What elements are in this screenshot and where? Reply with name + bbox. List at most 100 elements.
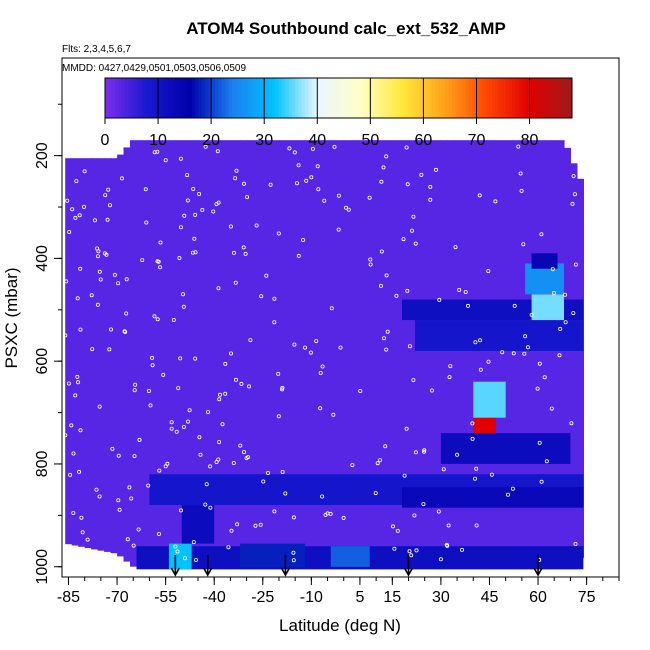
- heatmap-column: [298, 140, 306, 570]
- sample-marker: [150, 355, 155, 360]
- sample-marker: [185, 198, 190, 203]
- sample-marker: [66, 381, 71, 386]
- sample-marker: [223, 361, 228, 366]
- heatmap-column: [207, 140, 215, 570]
- colorbar-swatch: [115, 78, 119, 118]
- sample-marker: [116, 453, 121, 458]
- sample-marker: [104, 252, 109, 257]
- sample-marker: [447, 375, 452, 380]
- colorbar-swatch: [225, 78, 229, 118]
- sample-marker: [573, 262, 578, 267]
- colorbar-swatch: [251, 78, 256, 118]
- heatmap-column: [220, 140, 228, 570]
- x-tick-label: -70: [105, 589, 128, 606]
- sample-marker: [223, 391, 228, 396]
- sample-marker: [71, 510, 76, 515]
- colorbar-tick-label: 40: [308, 132, 326, 149]
- sample-marker: [214, 202, 219, 207]
- colorbar-swatch: [321, 78, 326, 118]
- sample-marker: [310, 146, 315, 151]
- sample-marker: [78, 327, 83, 332]
- sample-marker: [329, 306, 334, 311]
- sample-marker: [110, 446, 115, 451]
- sample-marker: [85, 537, 90, 542]
- x-tick-label: -25: [251, 589, 274, 606]
- sample-marker: [112, 272, 117, 277]
- sample-marker: [76, 380, 81, 385]
- sample-marker: [178, 156, 183, 161]
- colorbar-swatch: [161, 78, 166, 118]
- colorbar-swatch: [191, 78, 196, 118]
- sample-marker: [436, 509, 441, 514]
- colorbar-swatch: [218, 78, 223, 118]
- sample-marker: [489, 472, 494, 477]
- colorbar-swatch: [408, 78, 413, 118]
- colorbar-swatch: [188, 78, 193, 118]
- flight-arrow-head: [203, 567, 213, 577]
- sample-marker: [384, 154, 389, 159]
- sample-marker: [82, 169, 87, 174]
- colorbar-swatch: [458, 78, 463, 118]
- colorbar-tick-label: 20: [202, 132, 220, 149]
- sample-marker: [332, 144, 337, 149]
- sample-marker: [280, 469, 285, 474]
- sample-marker: [217, 397, 222, 402]
- heatmap-column: [505, 140, 513, 570]
- flight-arrow-head: [280, 567, 291, 577]
- x-tick-label: 75: [578, 589, 596, 606]
- sample-marker: [74, 179, 79, 184]
- heatmap-column: [123, 147, 131, 562]
- colorbar-swatch: [525, 78, 530, 118]
- sample-marker: [457, 287, 462, 292]
- sample-marker: [512, 303, 517, 308]
- colorbar-swatch: [248, 78, 253, 118]
- sample-marker: [341, 515, 346, 520]
- colorbar-swatch: [185, 78, 189, 118]
- heatmap-column: [518, 140, 526, 570]
- colorbar-swatch: [388, 78, 393, 118]
- colorbar-swatch: [511, 78, 516, 118]
- x-tick-label: 60: [529, 589, 547, 606]
- colorbar-swatch: [341, 78, 346, 118]
- colorbar-swatch: [241, 78, 246, 118]
- heatmap-column: [525, 140, 533, 570]
- sample-marker: [178, 356, 183, 361]
- sample-marker: [181, 424, 186, 429]
- colorbar-swatch: [271, 78, 276, 118]
- colorbar-swatch: [348, 78, 353, 118]
- sample-marker: [379, 249, 384, 254]
- colorbar-swatch: [541, 78, 546, 118]
- sample-marker: [302, 345, 307, 350]
- sample-marker: [146, 483, 151, 488]
- colorbar-swatch: [535, 78, 540, 118]
- colorbar-swatch: [128, 78, 133, 118]
- sample-marker: [254, 223, 259, 228]
- sample-marker: [438, 557, 443, 562]
- colorbar-swatch: [455, 78, 460, 118]
- sample-marker: [200, 207, 205, 212]
- sample-marker: [92, 218, 97, 223]
- heatmap-column: [71, 158, 79, 546]
- sample-marker: [392, 546, 397, 551]
- sample-marker: [493, 199, 498, 204]
- colorbar-swatch: [445, 78, 450, 118]
- sample-marker: [105, 217, 110, 222]
- colorbar-swatch: [198, 78, 203, 118]
- heatmap-column: [473, 140, 481, 570]
- heatmap-column: [421, 140, 429, 570]
- colorbar-swatch: [418, 78, 423, 118]
- sample-marker: [246, 384, 251, 389]
- heatmap-column: [272, 140, 280, 570]
- heatmap-column: [415, 140, 423, 570]
- heatmap-cell: [402, 487, 584, 508]
- sample-marker: [428, 184, 433, 189]
- heatmap-cell: [240, 543, 305, 567]
- x-tick-label: -85: [57, 589, 80, 606]
- sample-marker: [258, 522, 263, 527]
- colorbar-swatch: [401, 78, 406, 118]
- sample-marker: [152, 314, 157, 319]
- dates-note: MMDD: 0427,0429,0501,0503,0506,0509: [62, 63, 246, 74]
- heatmap-column: [363, 140, 371, 570]
- sample-marker: [544, 459, 549, 464]
- sample-marker: [429, 388, 434, 393]
